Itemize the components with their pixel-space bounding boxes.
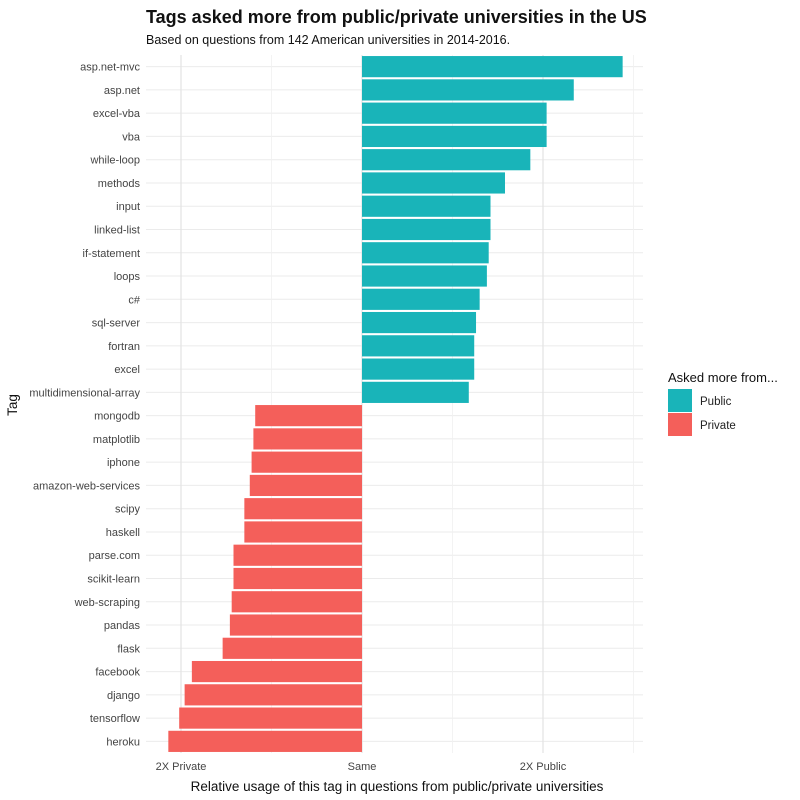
bar-mongodb: [255, 405, 362, 427]
y-tick-label: asp.net-mvc: [80, 62, 140, 74]
bar-methods: [362, 172, 505, 194]
y-tick-label: amazon-web-services: [33, 480, 140, 492]
bar-vba: [362, 125, 547, 148]
y-tick-label: sql-server: [92, 318, 141, 330]
legend-swatch-private: [668, 413, 692, 436]
bar-heroku: [168, 730, 362, 752]
y-tick-label: asp.net: [104, 85, 140, 97]
y-tick-label: excel-vba: [93, 108, 141, 120]
legend-title: Asked more from...: [668, 370, 778, 385]
y-tick-label: linked-list: [94, 225, 140, 237]
y-tick-label: fortran: [108, 341, 140, 353]
bar-if-statement: [362, 242, 489, 264]
bar-matplotlib: [253, 428, 362, 450]
x-tick-labels: 2X Private Same 2X Public: [156, 761, 567, 773]
bar-input: [362, 195, 491, 217]
bar-parse-com: [233, 544, 362, 566]
legend-label-private: Private: [700, 420, 736, 432]
y-tick-label: excel: [114, 364, 140, 376]
bar-asp-net-mvc: [362, 56, 623, 78]
y-tick-label: flask: [117, 643, 140, 655]
bar-fortran: [362, 335, 475, 357]
legend-label-public: Public: [700, 396, 732, 408]
y-tick-label: facebook: [95, 667, 140, 679]
y-tick-label: methods: [98, 178, 141, 190]
bar-django: [184, 684, 362, 706]
y-tick-label: web-scraping: [74, 597, 140, 609]
bars: [168, 56, 623, 752]
x-tick-label: Same: [348, 761, 377, 773]
y-tick-label: mongodb: [94, 411, 140, 423]
bar-pandas: [229, 614, 362, 636]
y-tick-labels: asp.net-mvc asp.net excel-vba vba while-loop…: [29, 62, 141, 749]
y-tick-label: iphone: [107, 457, 140, 469]
bar-loops: [362, 265, 487, 287]
y-tick-label: heroku: [106, 736, 140, 748]
y-tick-label: django: [107, 690, 140, 702]
bar-facebook: [191, 660, 362, 683]
y-tick-label: matplotlib: [93, 434, 140, 446]
y-tick-label: scikit-learn: [87, 574, 140, 586]
y-tick-label: if-statement: [83, 248, 140, 260]
bar-c: [362, 288, 480, 310]
bar-excel-vba: [362, 102, 547, 124]
bar-tensorflow: [179, 707, 362, 729]
y-tick-label: multidimensional-array: [29, 387, 140, 399]
y-tick-label: tensorflow: [90, 713, 140, 725]
x-tick-label: 2X Private: [156, 761, 207, 773]
legend-swatch-public: [668, 389, 692, 412]
y-axis-title: Tag: [5, 394, 20, 416]
bar-scikit-learn: [233, 567, 362, 590]
bar-flask: [222, 637, 362, 659]
bar-multidimensional-array: [362, 381, 469, 403]
y-tick-label: while-loop: [89, 155, 140, 167]
y-tick-label: loops: [114, 271, 141, 283]
bar-web-scraping: [231, 591, 362, 613]
y-tick-label: parse.com: [89, 550, 140, 562]
bar-excel: [362, 358, 475, 380]
chart-subtitle: Based on questions from 142 American uni…: [146, 33, 510, 47]
bar-iphone: [251, 451, 362, 473]
y-tick-label: vba: [122, 131, 141, 143]
bar-sql-server: [362, 311, 477, 334]
bar-haskell: [244, 521, 362, 543]
bar-scipy: [244, 498, 362, 520]
legend: Asked more from... Public Private: [668, 370, 778, 436]
y-tick-label: input: [116, 201, 140, 213]
y-tick-label: scipy: [115, 504, 141, 516]
x-tick-label: 2X Public: [520, 761, 567, 773]
bar-linked-list: [362, 218, 491, 241]
x-axis-title: Relative usage of this tag in questions …: [191, 779, 604, 794]
bar-while-loop: [362, 149, 531, 171]
y-tick-label: pandas: [104, 620, 141, 632]
y-tick-label: haskell: [106, 527, 140, 539]
chart-title: Tags asked more from public/private univ…: [146, 7, 647, 27]
y-tick-label: c#: [128, 294, 141, 306]
bar-amazon-web-services: [249, 474, 362, 497]
bar-asp-net: [362, 79, 574, 101]
